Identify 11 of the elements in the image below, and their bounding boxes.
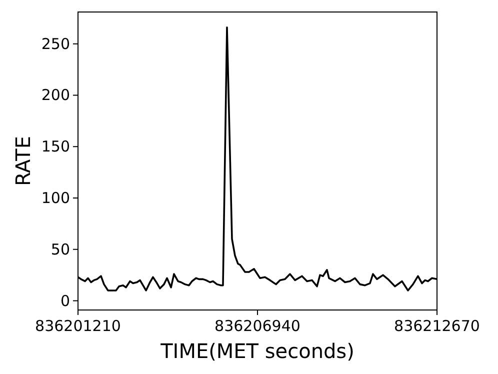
y-tick-label: 50 <box>50 240 70 258</box>
x-tick-label: 836201210 <box>35 317 121 335</box>
y-tick-label: 250 <box>41 34 70 53</box>
y-tick-label: 150 <box>41 138 70 156</box>
x-tick-label: 836206940 <box>214 317 300 335</box>
y-tick-label: 0 <box>60 292 70 310</box>
x-tick-label: 836212670 <box>394 317 480 335</box>
y-tick-label: 200 <box>41 86 70 104</box>
y-axis-title: RATE <box>11 136 35 186</box>
x-axis-title: TIME(MET seconds) <box>160 339 354 363</box>
y-tick-label: 100 <box>41 188 70 207</box>
